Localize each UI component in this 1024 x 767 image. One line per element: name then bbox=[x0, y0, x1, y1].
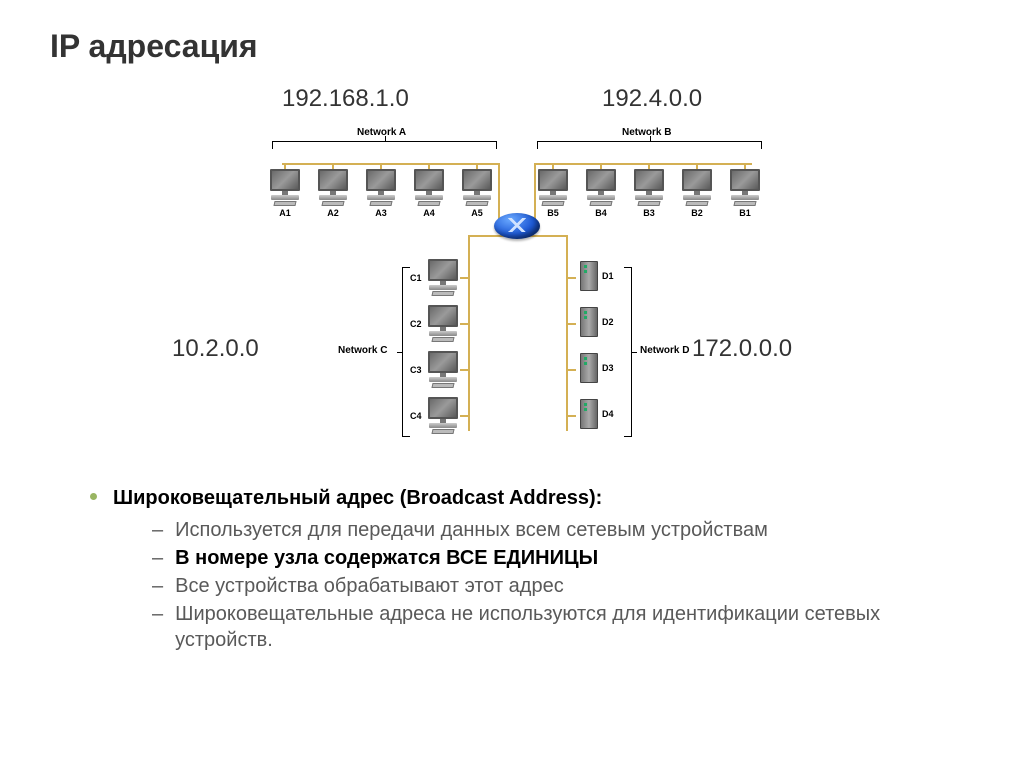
label-d4: D4 bbox=[602, 409, 614, 419]
sub-text-1: В номере узла содержатся ВСЕ ЕДИНИЦЫ bbox=[175, 545, 598, 571]
pc-b3: B3 bbox=[630, 169, 668, 218]
pc-c1 bbox=[424, 259, 462, 296]
pc-a3: A3 bbox=[362, 169, 400, 218]
ip-net-a: 192.168.1.0 bbox=[282, 85, 409, 113]
pc-a2: A2 bbox=[314, 169, 352, 218]
pc-b4: B4 bbox=[582, 169, 620, 218]
label-net-b: Network B bbox=[622, 127, 671, 138]
label-c1: C1 bbox=[410, 273, 422, 283]
label-net-d: Network D bbox=[640, 345, 689, 356]
sub-bullet: – В номере узла содержатся ВСЕ ЕДИНИЦЫ bbox=[152, 545, 974, 571]
bullet-main-text: Широковещательный адрес (Broadcast Addre… bbox=[113, 485, 602, 511]
wire-stub bbox=[568, 323, 576, 325]
pc-a5: A5 bbox=[458, 169, 496, 218]
label-d2: D2 bbox=[602, 317, 614, 327]
ip-net-d: 172.0.0.0 bbox=[692, 335, 792, 363]
brace-net-c bbox=[402, 267, 410, 437]
sub-bullet: – Используется для передачи данных всем … bbox=[152, 517, 974, 543]
dash-icon: – bbox=[152, 601, 163, 627]
sub-bullet: – Все устройства обрабатывают этот адрес bbox=[152, 573, 974, 599]
network-diagram: 192.168.1.0 192.4.0.0 10.2.0.0 172.0.0.0… bbox=[132, 85, 892, 465]
brace-net-d bbox=[624, 267, 632, 437]
sub-bullet: – Широковещательные адреса не используют… bbox=[152, 601, 974, 653]
label-c2: C2 bbox=[410, 319, 422, 329]
pc-b2: B2 bbox=[678, 169, 716, 218]
pc-b5: B5 bbox=[534, 169, 572, 218]
dash-icon: – bbox=[152, 573, 163, 599]
brace-net-a bbox=[272, 141, 497, 149]
sub-text-0: Используется для передачи данных всем се… bbox=[175, 517, 768, 543]
wire-bus-d bbox=[566, 235, 568, 431]
ip-net-c: 10.2.0.0 bbox=[172, 335, 259, 363]
pc-b1: B1 bbox=[726, 169, 764, 218]
brace-net-b bbox=[537, 141, 762, 149]
pc-a4: A4 bbox=[410, 169, 448, 218]
pc-c4 bbox=[424, 397, 462, 434]
wire-bus-a bbox=[282, 163, 500, 165]
bullet-content: Широковещательный адрес (Broadcast Addre… bbox=[90, 485, 974, 653]
label-c3: C3 bbox=[410, 365, 422, 375]
wire-drop-a bbox=[498, 163, 500, 221]
pc-a1: A1 bbox=[266, 169, 304, 218]
label-d3: D3 bbox=[602, 363, 614, 373]
page-title: IP адресация bbox=[50, 28, 974, 65]
sub-bullet-list: – Используется для передачи данных всем … bbox=[152, 517, 974, 653]
wire-bus-c bbox=[468, 235, 470, 431]
bullet-disc-icon bbox=[90, 493, 97, 500]
dash-icon: – bbox=[152, 517, 163, 543]
label-c4: C4 bbox=[410, 411, 422, 421]
sub-text-2: Все устройства обрабатывают этот адрес bbox=[175, 573, 564, 599]
wire-router-d bbox=[528, 235, 568, 237]
ip-net-b: 192.4.0.0 bbox=[602, 85, 702, 113]
sub-text-3: Широковещательные адреса не используются… bbox=[175, 601, 974, 653]
label-d1: D1 bbox=[602, 271, 614, 281]
pc-c2 bbox=[424, 305, 462, 342]
wire-stub bbox=[568, 415, 576, 417]
dash-icon: – bbox=[152, 545, 163, 571]
wire-bus-b bbox=[534, 163, 752, 165]
label-net-c: Network C bbox=[338, 345, 387, 356]
wire-stub bbox=[568, 277, 576, 279]
pc-c3 bbox=[424, 351, 462, 388]
bullet-main: Широковещательный адрес (Broadcast Addre… bbox=[90, 485, 974, 511]
wire-stub bbox=[568, 369, 576, 371]
label-net-a: Network A bbox=[357, 127, 406, 138]
